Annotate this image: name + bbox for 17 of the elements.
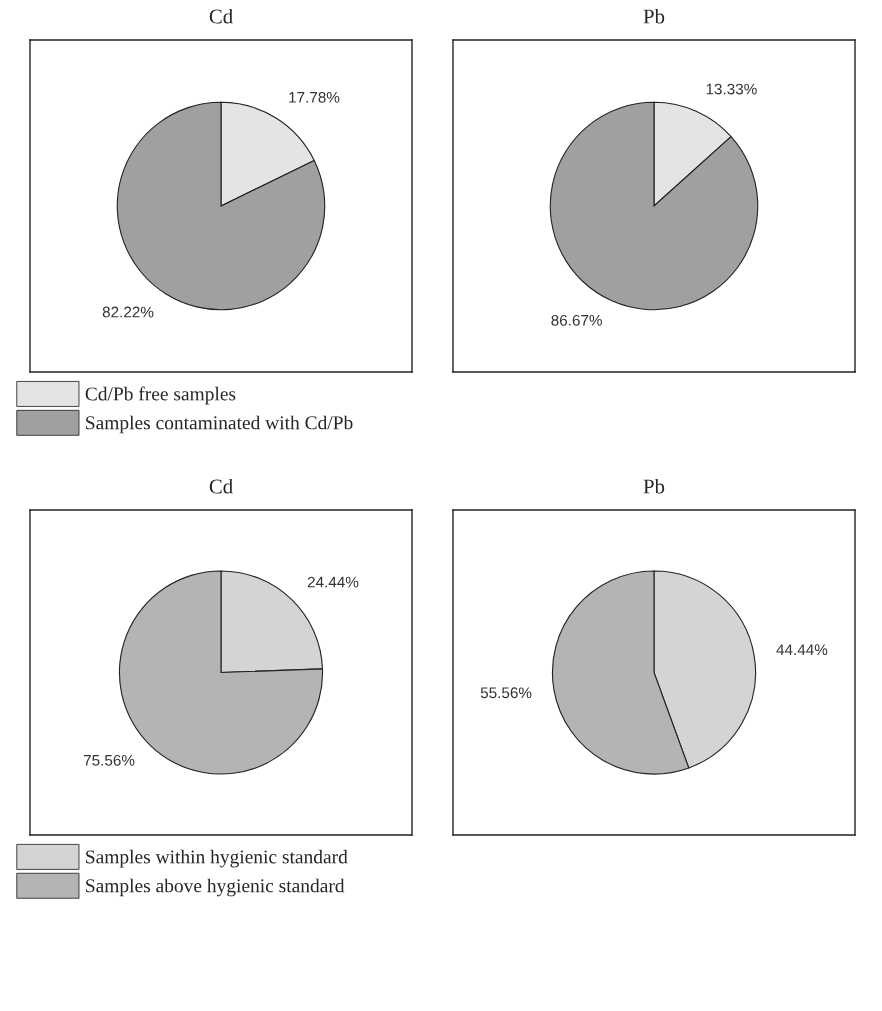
data-label: 17.78%	[289, 91, 340, 103]
data-label: 82.22%	[102, 306, 154, 318]
data-label: 13.33%	[706, 83, 757, 95]
chart-title: Pb	[643, 478, 665, 494]
chart-title: Cd	[209, 8, 233, 24]
chart-title: Cd	[209, 478, 233, 494]
legend-label: Samples contaminated with Cd/Pb	[86, 415, 353, 434]
pie-slice	[549, 101, 759, 311]
legend-label: Samples within hygienic standard	[86, 849, 348, 868]
chart-title: Pb	[643, 8, 665, 24]
data-label: 75.56%	[83, 754, 135, 766]
data-label: 44.44%	[776, 644, 828, 656]
legend-label: Samples above hygienic standard	[86, 878, 345, 897]
data-label: 24.44%	[307, 576, 359, 588]
legend-label: Cd/Pb free samples	[85, 386, 236, 405]
data-label: 86.67%	[551, 314, 602, 326]
data-label: 55.56%	[480, 687, 532, 699]
